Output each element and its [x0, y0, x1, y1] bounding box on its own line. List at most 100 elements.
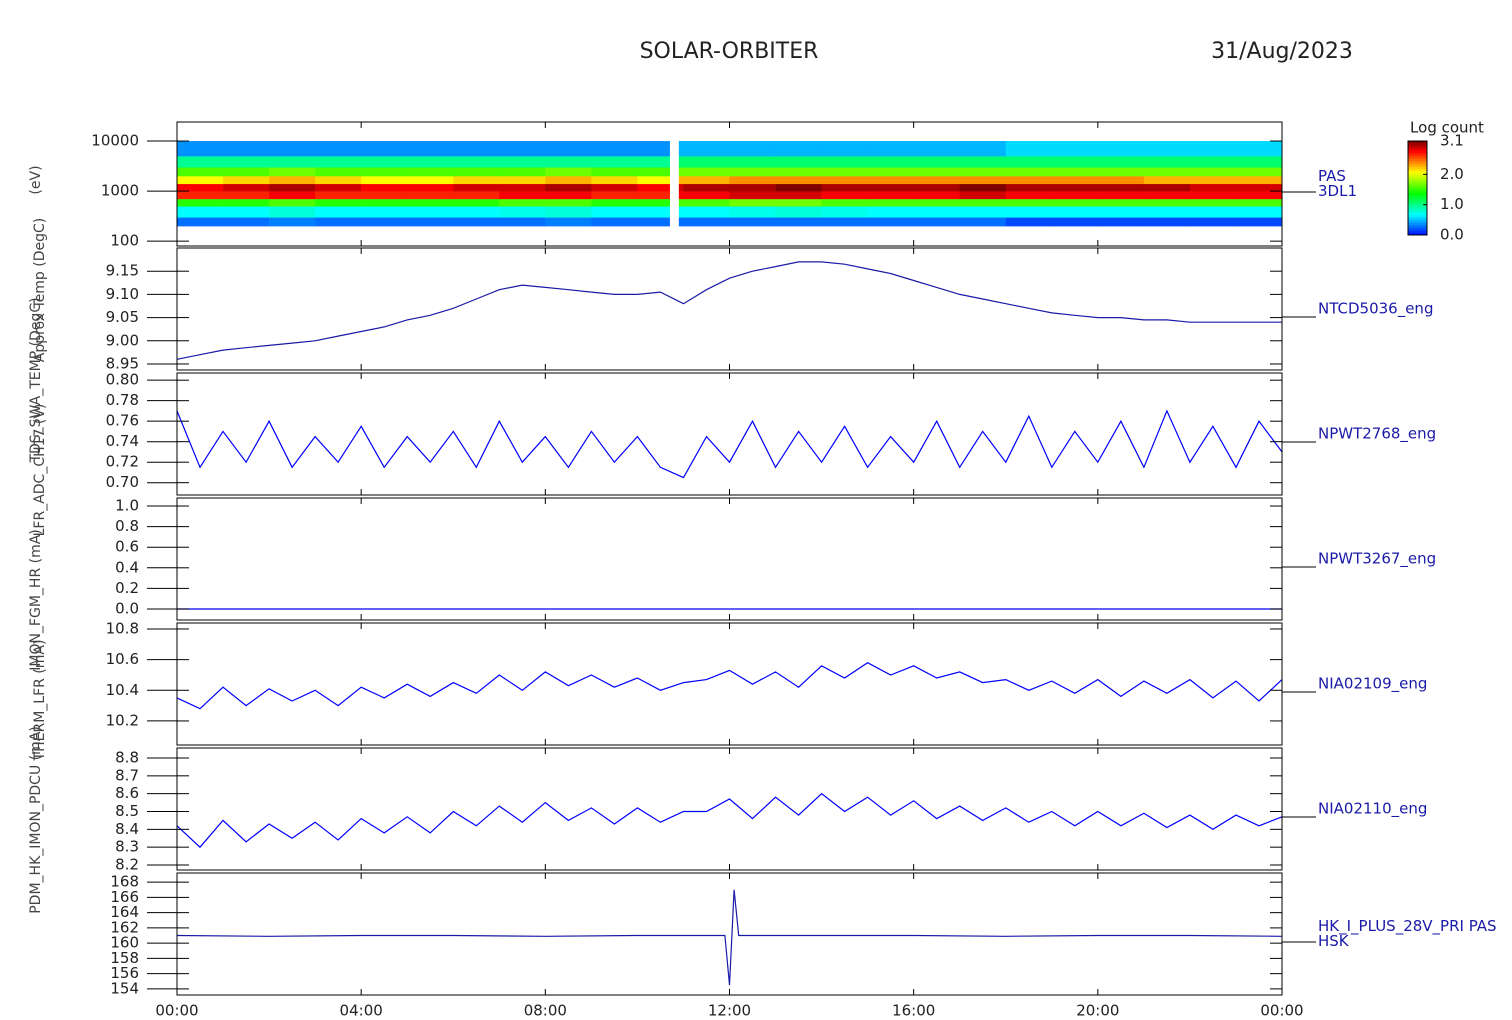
heatmap-cell [177, 198, 224, 207]
heatmap-cell [683, 217, 730, 227]
heatmap-cell [678, 198, 684, 207]
heatmap-cell [223, 183, 270, 192]
colorbar-band [1408, 187, 1427, 190]
heatmap-cell [269, 206, 316, 218]
heatmap-cell [453, 198, 500, 207]
heatmap-cell [499, 156, 546, 168]
heatmap-cell [591, 191, 638, 200]
heatmap-cell [683, 156, 730, 168]
heatmap-cell [729, 141, 776, 157]
heatmap-cell [1189, 141, 1237, 157]
heatmap-cell [637, 217, 670, 227]
colorbar-band [1408, 155, 1427, 158]
heatmap-cell [499, 191, 546, 200]
heatmap-cell [683, 206, 730, 218]
heatmap-cell [177, 206, 224, 218]
heatmap-cell [1189, 198, 1237, 207]
colorbar-band [1408, 179, 1427, 182]
heatmap-cell [913, 167, 961, 177]
heatmap-cell [821, 191, 868, 200]
y-axis-label: TDS_SWA_TEMP (DegC) [28, 297, 44, 463]
heatmap-cell [1235, 141, 1283, 157]
heatmap-cell [729, 217, 776, 227]
heatmap-cell [591, 183, 638, 192]
colorbar-band [1408, 145, 1427, 148]
y-axis-label: THERM_LFR (mA) [32, 640, 48, 762]
heatmap-cell [545, 156, 592, 168]
x-tick-label: 12:00 [708, 1002, 751, 1020]
colorbar-band [1408, 163, 1427, 166]
heatmap-cell [729, 176, 776, 185]
heatmap-cell [315, 217, 362, 227]
heatmap-cell [637, 156, 670, 168]
colorbar-band [1408, 183, 1427, 186]
heatmap-cell [177, 156, 224, 168]
heatmap-cell [1005, 156, 1053, 168]
y-tick-label: 154 [110, 979, 139, 997]
colorbar-band [1408, 165, 1427, 168]
y-tick-label: 8.5 [115, 802, 139, 820]
y-tick-label: 8.3 [115, 838, 139, 856]
heatmap-cell [775, 183, 822, 192]
heatmap-cell [499, 176, 546, 185]
heatmap-cell [678, 156, 684, 168]
panel-label: PAS [1318, 167, 1346, 185]
colorbar-band [1408, 227, 1427, 230]
panel-label: 3DL1 [1318, 182, 1357, 200]
heatmap-cell [545, 167, 592, 177]
heatmap-cell [1189, 167, 1237, 177]
heatmap-cell [591, 206, 638, 218]
heatmap-cell [591, 198, 638, 207]
x-tick-label: 08:00 [524, 1002, 567, 1020]
colorbar-band [1408, 233, 1427, 236]
y-tick-label: 0.78 [106, 391, 139, 409]
heatmap-cell [1143, 176, 1191, 185]
colorbar-band [1408, 141, 1427, 144]
heatmap-cell [959, 176, 1007, 185]
y-tick-label: 0.8 [115, 517, 139, 535]
heatmap-cell [821, 198, 868, 207]
heatmap-cell [1143, 191, 1191, 200]
heatmap-cell [867, 156, 914, 168]
y-tick-label: 0.70 [106, 473, 139, 491]
y-tick-label: 10.2 [106, 711, 139, 729]
colorbar-band [1408, 231, 1427, 234]
heatmap-cell [1097, 141, 1145, 157]
heatmap-cell [1235, 176, 1283, 185]
x-tick-label: 00:00 [155, 1002, 198, 1020]
heatmap-cell [361, 206, 408, 218]
heatmap-cell [1143, 206, 1191, 218]
y-tick-label: 8.95 [106, 354, 139, 372]
colorbar-band [1408, 181, 1427, 184]
y-tick-label: 9.15 [106, 262, 139, 280]
heatmap-cell [223, 176, 270, 185]
heatmap-cell [867, 191, 914, 200]
heatmap-cell [959, 206, 1007, 218]
heatmap-cell [867, 167, 914, 177]
panel: 0.70 0.72 0.74 0.76 0.78 0.80 NPWT2768_eng TDS_… [28, 297, 1436, 496]
heatmap-cell [913, 141, 961, 157]
heatmap-cell [223, 156, 270, 168]
heatmap-cell [269, 141, 316, 157]
heatmap-cell [1051, 141, 1099, 157]
y-tick-label: 164 [110, 903, 139, 921]
y-tick-label: 1000 [101, 182, 139, 200]
colorbar-band [1408, 157, 1427, 160]
colorbar-band [1408, 207, 1427, 210]
panel-label: HSK [1318, 932, 1350, 950]
colorbar-band [1408, 185, 1427, 188]
heatmap-cell [1143, 183, 1191, 192]
y-tick-label: 10.6 [106, 650, 139, 668]
heatmap-cell [315, 167, 362, 177]
heatmap-cell [867, 141, 914, 157]
heatmap-cell [1005, 206, 1053, 218]
y-tick-label: 166 [110, 888, 139, 906]
heatmap-cell [637, 191, 670, 200]
heatmap-cell [591, 167, 638, 177]
heatmap-cell [407, 198, 454, 207]
heatmap-cell [453, 183, 500, 192]
heatmap-cell [637, 198, 670, 207]
y-tick-label: 8.2 [115, 856, 139, 874]
colorbar-band [1408, 221, 1427, 224]
